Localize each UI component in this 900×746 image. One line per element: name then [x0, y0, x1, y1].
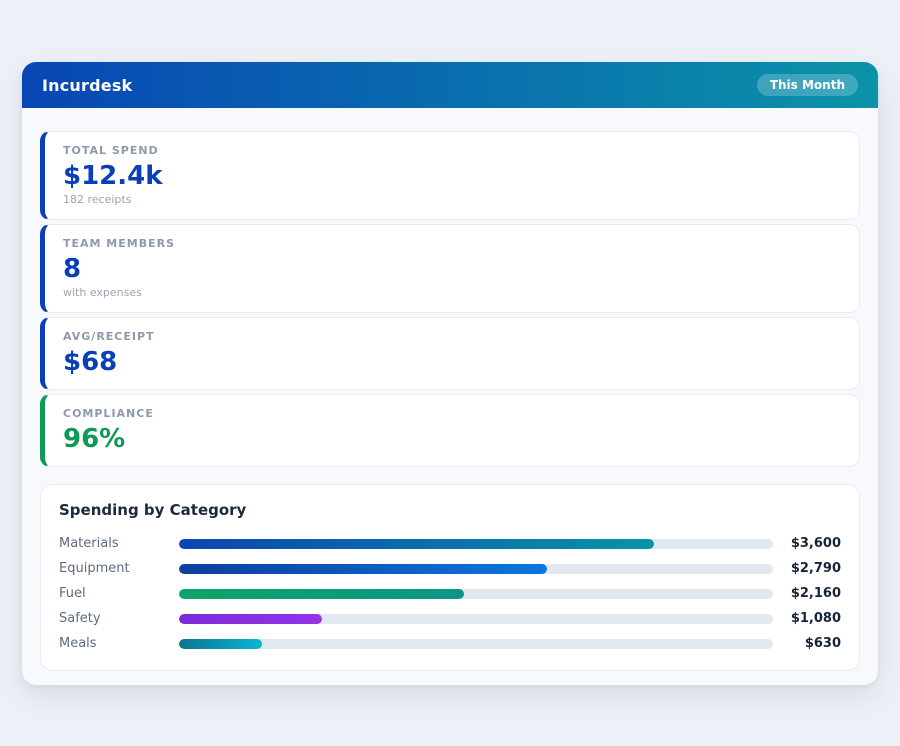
category-bar-track [179, 638, 773, 649]
stat-value: $68 [63, 347, 118, 377]
category-value: $2,160 [790, 586, 841, 601]
app-title: Incurdesk [42, 75, 133, 95]
stat-value: 96% [63, 424, 126, 454]
category-row: Meals $630 [59, 631, 841, 656]
app-header: Incurdesk This Month [22, 62, 878, 108]
stat-card: TOTAL SPEND $12.4k 182 receipts [40, 131, 860, 220]
category-label: Equipment [59, 561, 130, 576]
period-badge[interactable]: This Month [756, 74, 858, 96]
category-label: Materials [59, 536, 119, 551]
stat-label: AVG/RECEIPT [63, 330, 155, 343]
stats-list: TOTAL SPEND $12.4k 182 receipts TEAM MEM… [40, 131, 860, 467]
category-bar-fill [179, 638, 263, 649]
stat-card: TEAM MEMBERS 8 with expenses [40, 224, 860, 313]
category-row: Fuel $2,160 [59, 581, 841, 606]
category-bar-fill [179, 613, 322, 624]
incurdesk-panel: Incurdesk This Month TOTAL SPEND $12.4k … [22, 62, 878, 685]
spending-by-category-card: Spending by Category Materials $3,600 Eq… [40, 484, 860, 671]
category-bar-track [179, 538, 773, 549]
stat-label: COMPLIANCE [63, 407, 154, 420]
category-label: Meals [59, 636, 97, 651]
stat-subtext: with expenses [63, 286, 142, 299]
category-bar-fill [179, 538, 655, 549]
stat-label: TOTAL SPEND [63, 144, 159, 157]
category-row: Equipment $2,790 [59, 556, 841, 581]
category-value: $3,600 [790, 536, 841, 551]
category-row: Materials $3,600 [59, 531, 841, 556]
category-bar-track [179, 613, 773, 624]
stat-label: TEAM MEMBERS [63, 237, 176, 250]
panel-content: TOTAL SPEND $12.4k 182 receipts TEAM MEM… [22, 108, 878, 685]
category-bar-fill [179, 563, 548, 574]
stat-value: 8 [63, 254, 82, 284]
category-bar-track [179, 563, 773, 574]
category-bar-fill [179, 588, 465, 599]
stat-subtext: 182 receipts [63, 193, 132, 206]
stat-card: AVG/RECEIPT $68 [40, 317, 860, 390]
category-label: Fuel [59, 586, 86, 601]
category-value: $630 [804, 636, 841, 651]
category-value: $2,790 [790, 561, 841, 576]
category-row: Safety $1,080 [59, 606, 841, 631]
stat-value: $12.4k [63, 161, 163, 191]
chart-rows: Materials $3,600 Equipment $2,790 Fuel $… [59, 531, 841, 656]
category-value: $1,080 [790, 611, 841, 626]
chart-title: Spending by Category [59, 501, 247, 519]
category-label: Safety [59, 611, 101, 626]
stat-card: COMPLIANCE 96% [40, 394, 860, 467]
category-bar-track [179, 588, 773, 599]
